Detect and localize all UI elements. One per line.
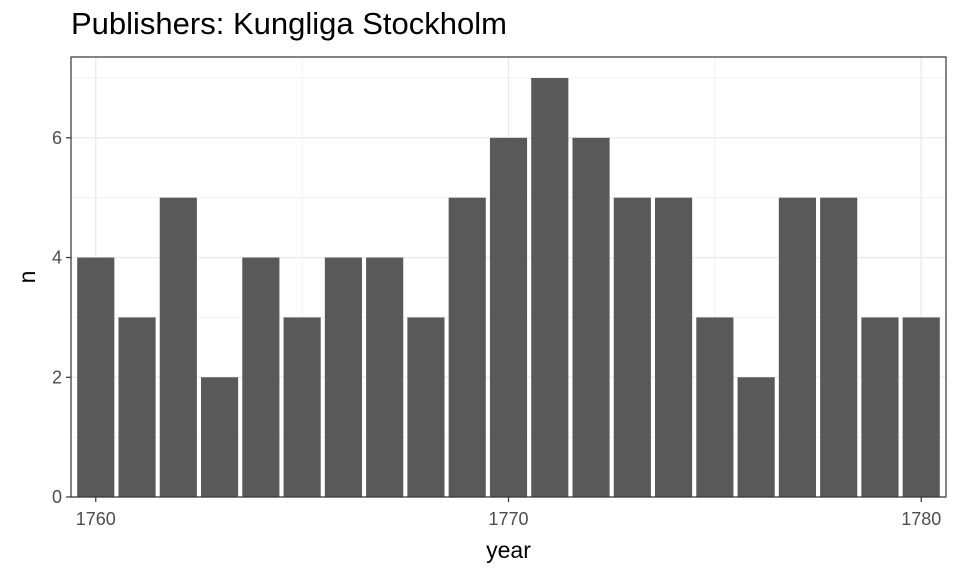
bar-1777 [778,197,816,497]
y-axis-title: n [14,271,40,284]
x-tick-label: 1770 [488,509,528,529]
chart-title: Publishers: Kungliga Stockholm [71,6,507,41]
bar-1771 [531,77,569,497]
bars [77,77,940,497]
bar-1765 [283,317,321,497]
bar-1772 [572,137,610,497]
bar-1773 [613,197,651,497]
bar-1780 [902,317,940,497]
bar-1761 [118,317,156,497]
bar-1775 [696,317,734,497]
bar-1762 [159,197,197,497]
bar-1779 [861,317,899,497]
bar-1770 [489,137,528,497]
bar-1760 [77,257,115,497]
y-tick-label: 4 [52,248,62,268]
x-tick-label: 1780 [901,509,941,529]
bar-1764 [242,257,280,497]
bar-1763 [201,377,239,497]
y-tick-label: 0 [52,487,62,507]
bar-1768 [407,317,445,497]
x-axis-title: year [486,537,531,563]
y-tick-label: 6 [52,128,62,148]
x-tick-label: 1760 [76,509,116,529]
bar-1769 [448,197,486,497]
axis-ticks: 0 2 4 6 1760 1770 1780 [52,128,941,529]
bar-1766 [324,257,362,497]
bar-1767 [366,257,404,497]
bar-1776 [737,377,775,497]
y-tick-label: 2 [52,367,62,387]
bar-1778 [820,197,858,497]
bar-1774 [655,197,693,497]
